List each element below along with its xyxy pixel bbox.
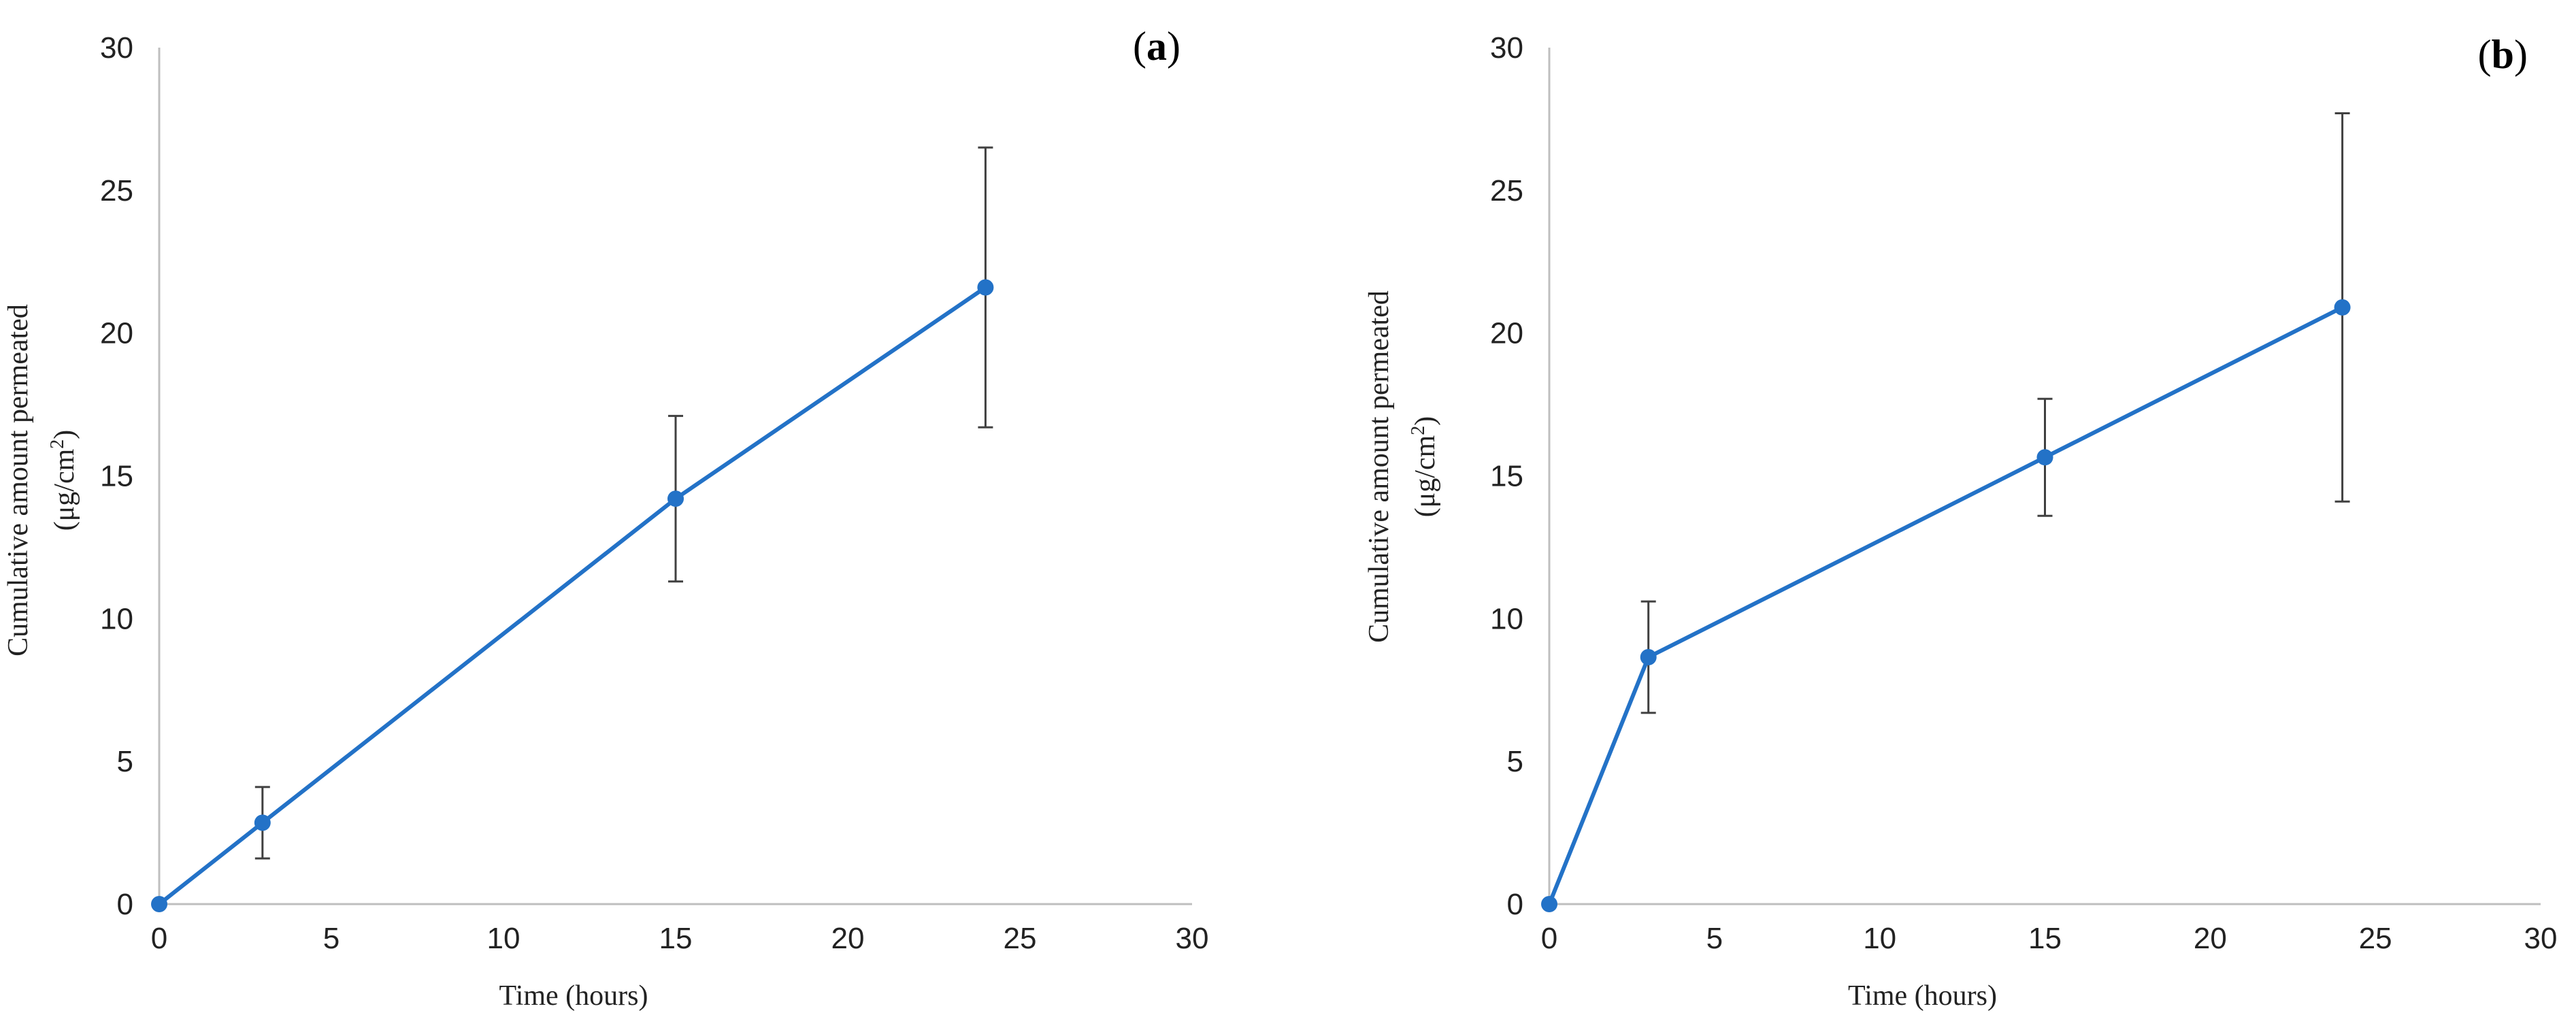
data-point bbox=[254, 814, 271, 831]
y-tick-label: 10 bbox=[100, 602, 133, 635]
panel-label-close: ) bbox=[2514, 32, 2528, 77]
y-axis-unit-base: (μg/cm bbox=[1410, 435, 1441, 517]
x-tick-label: 25 bbox=[2359, 922, 2392, 955]
y-tick-label: 30 bbox=[1490, 31, 1523, 65]
y-tick-label: 0 bbox=[1507, 888, 1523, 921]
x-tick-label: 20 bbox=[2194, 922, 2227, 955]
y-tick-label: 20 bbox=[100, 317, 133, 350]
y-axis-unit-exponent: 2 bbox=[47, 439, 68, 449]
panel-label: (a) bbox=[1133, 24, 1180, 69]
x-tick-label: 0 bbox=[151, 922, 167, 955]
panel-label-close: ) bbox=[1167, 24, 1180, 69]
panel-label: (b) bbox=[2478, 32, 2528, 77]
y-tick-label: 5 bbox=[117, 745, 133, 778]
y-axis-unit-exponent: 2 bbox=[1408, 426, 1429, 435]
y-tick-label: 15 bbox=[1490, 460, 1523, 493]
panel-label-letter: a bbox=[1146, 24, 1167, 69]
panel-label-open: ( bbox=[1133, 24, 1146, 69]
y-tick-label: 0 bbox=[117, 888, 133, 921]
y-tick-label: 25 bbox=[1490, 174, 1523, 207]
y-axis-unit-base: (μg/cm bbox=[49, 448, 80, 531]
x-tick-label: 5 bbox=[1706, 922, 1723, 955]
y-axis-title-line2: (μg/cm2) bbox=[47, 430, 81, 531]
y-tick-label: 5 bbox=[1507, 745, 1523, 778]
data-point bbox=[1541, 896, 1557, 912]
x-tick-label: 30 bbox=[2524, 922, 2558, 955]
data-point bbox=[977, 279, 994, 296]
x-tick-label: 0 bbox=[1541, 922, 1557, 955]
y-tick-label: 25 bbox=[100, 174, 133, 207]
data-point bbox=[151, 896, 167, 912]
x-axis-title: Time (hours) bbox=[499, 980, 648, 1012]
x-tick-label: 25 bbox=[1004, 922, 1037, 955]
y-tick-label: 15 bbox=[100, 460, 133, 493]
series-0 bbox=[151, 146, 994, 912]
y-axis-title-line1: Cumulative amount permeated bbox=[3, 304, 34, 656]
x-tick-label: 5 bbox=[323, 922, 340, 955]
y-axis-unit-close: ) bbox=[49, 430, 80, 439]
y-axis-title-line2: (μg/cm2) bbox=[1408, 416, 1442, 517]
panel-label-letter: b bbox=[2492, 32, 2514, 77]
series-line bbox=[1547, 305, 2343, 905]
y-tick-label: 20 bbox=[1490, 317, 1523, 350]
y-tick-label: 10 bbox=[1490, 602, 1523, 635]
panel-label-open: ( bbox=[2478, 32, 2492, 77]
series-line bbox=[158, 286, 987, 906]
data-point bbox=[2036, 449, 2053, 466]
chart-panel-a: 0 5 10 15 20 25 30 0 5 10 15 20 25 30 Time (hours) Cumu… bbox=[3, 24, 1208, 1012]
chart-panel-b: 0 5 10 15 20 25 30 0 5 10 15 20 25 30 Time (hours) Cumu… bbox=[1364, 31, 2557, 1012]
x-tick-label: 30 bbox=[1176, 922, 1209, 955]
x-tick-label: 10 bbox=[487, 922, 521, 955]
data-point bbox=[1640, 648, 1657, 665]
x-axis-title: Time (hours) bbox=[1848, 980, 1997, 1012]
x-tick-label: 15 bbox=[2028, 922, 2062, 955]
y-axis-title-line1: Cumulative amount permeated bbox=[1364, 290, 1395, 643]
data-point bbox=[2334, 299, 2351, 316]
series-0 bbox=[1541, 112, 2351, 912]
x-tick-label: 20 bbox=[831, 922, 865, 955]
y-axis-unit-close: ) bbox=[1410, 416, 1441, 426]
y-tick-label: 30 bbox=[100, 31, 133, 65]
x-tick-label: 15 bbox=[659, 922, 693, 955]
x-tick-label: 10 bbox=[1863, 922, 1896, 955]
data-point bbox=[667, 490, 684, 507]
